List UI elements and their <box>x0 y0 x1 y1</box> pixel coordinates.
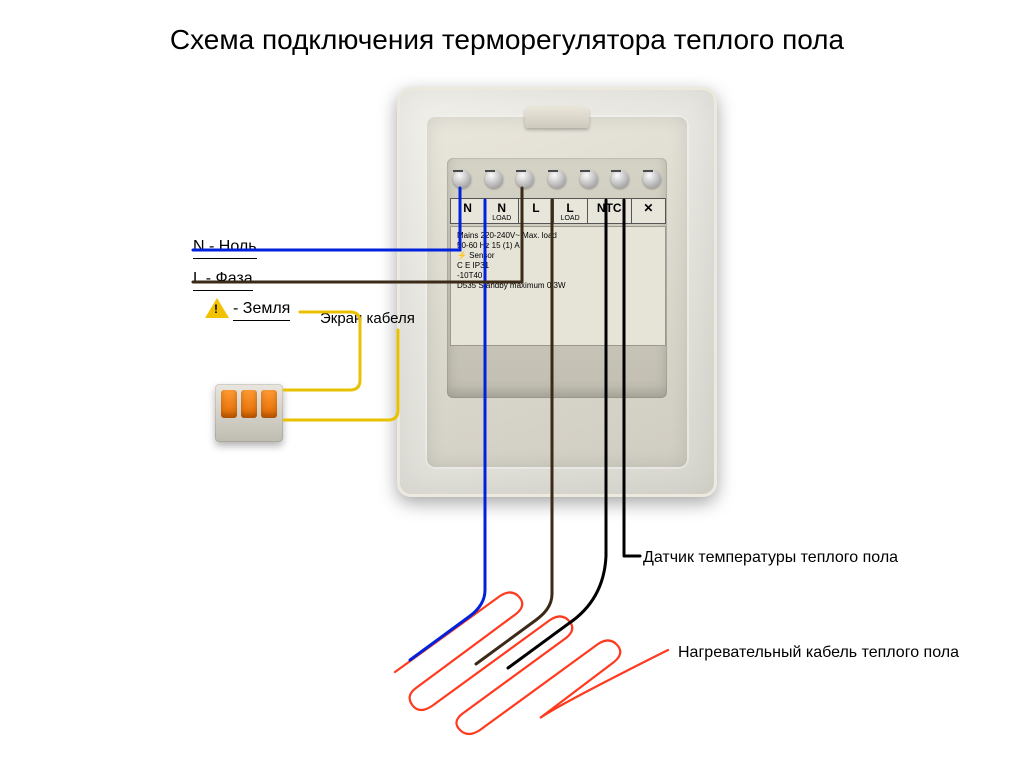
plate-line: D535 Standby maximum 0.3W <box>457 281 659 291</box>
terminal-strip: N NLOAD L LLOAD NTC ✕ <box>450 198 666 224</box>
screw-icon <box>580 170 598 188</box>
connector-levers <box>221 390 277 418</box>
screw-icon <box>643 170 661 188</box>
lever-icon <box>261 390 277 418</box>
terminal-cell-l: L <box>519 199 553 223</box>
label-earth: - Земля <box>233 300 290 321</box>
terminal-screws <box>453 170 661 188</box>
lever-icon <box>221 390 237 418</box>
screw-icon <box>516 170 534 188</box>
label-neutral: N - Ноль <box>193 238 257 259</box>
heating-cable-path <box>395 592 668 734</box>
label-cable-shield: Экран кабеля <box>320 310 415 327</box>
screw-icon <box>548 170 566 188</box>
plate-line: Mains 220-240V~ Max. load <box>457 231 659 241</box>
diagram-title: Схема подключения терморегулятора теплог… <box>0 24 1014 56</box>
terminal-cell-ntc: NTC <box>588 199 632 223</box>
screw-icon <box>611 170 629 188</box>
terminal-cell-nload: NLOAD <box>485 199 519 223</box>
label-heating-cable: Нагревательный кабель теплого пола <box>678 644 959 662</box>
terminal-cell-n: N <box>451 199 485 223</box>
screw-icon <box>485 170 503 188</box>
plate-line: -10T40 <box>457 271 659 281</box>
thermostat-top-clip <box>525 106 589 128</box>
diagram-stage: { "meta": { "canvas": { "width": 1014, "… <box>0 0 1014 768</box>
label-live: L - Фаза <box>193 270 253 291</box>
plate-line: C E IP31 <box>457 261 659 271</box>
label-sensor: Датчик температуры теплого пола <box>643 549 898 567</box>
plate-line: 50-60 Hz 15 (1) A <box>457 241 659 251</box>
ground-connector <box>215 384 283 442</box>
terminal-cell-spare: ✕ <box>632 199 665 223</box>
plate-line: ⚡ Sensor <box>457 251 659 261</box>
wire-shield-leadin <box>284 330 398 420</box>
module-label-plate: Mains 220-240V~ Max. load 50-60 Hz 15 (1… <box>450 226 666 346</box>
warning-icon <box>205 298 229 318</box>
screw-icon <box>453 170 471 188</box>
terminal-cell-lload: LLOAD <box>554 199 588 223</box>
lever-icon <box>241 390 257 418</box>
